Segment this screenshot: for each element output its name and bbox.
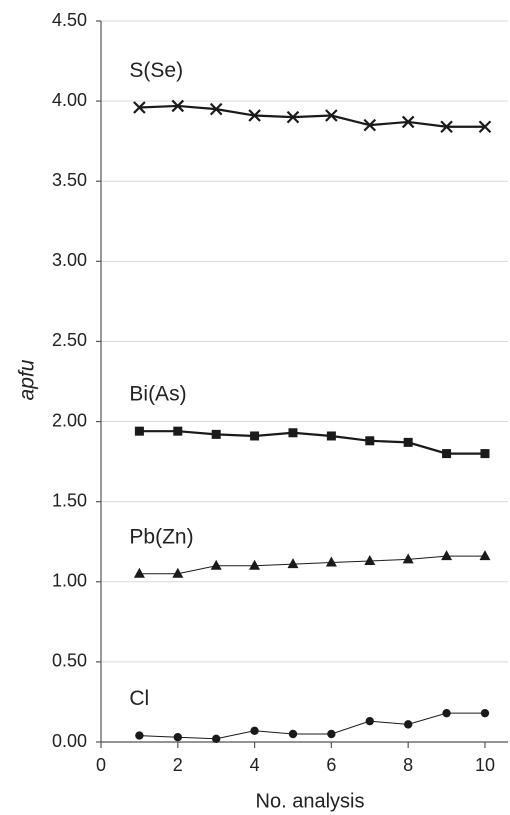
marker xyxy=(135,731,144,740)
x-axis-label: No. analysis xyxy=(256,790,365,812)
series-line xyxy=(139,712,485,740)
marker xyxy=(133,101,146,114)
series-label: Cl xyxy=(129,687,149,710)
marker xyxy=(173,732,182,742)
series-line xyxy=(139,555,485,575)
marker xyxy=(211,429,221,439)
y-tick-label: 0.00 xyxy=(52,731,87,751)
x-tick-label: 10 xyxy=(475,755,495,775)
marker xyxy=(173,426,183,436)
y-tick-label: 2.00 xyxy=(52,410,87,430)
marker xyxy=(287,558,299,569)
y-tick-label: 4.00 xyxy=(52,90,87,110)
series-label: S(Se) xyxy=(129,59,183,82)
marker xyxy=(171,99,185,113)
marker xyxy=(365,716,374,726)
x-tick-label: 8 xyxy=(403,755,413,775)
marker xyxy=(480,708,490,718)
series-label: Pb(Zn) xyxy=(129,525,193,548)
marker xyxy=(478,120,492,134)
x-tick-label: 2 xyxy=(173,755,183,775)
marker xyxy=(403,437,413,447)
marker xyxy=(364,554,376,565)
marker xyxy=(248,109,261,122)
series-line xyxy=(139,104,485,128)
marker xyxy=(210,559,222,570)
marker xyxy=(442,708,451,718)
marker xyxy=(440,120,453,134)
marker xyxy=(441,550,453,561)
y-tick-label: 3.50 xyxy=(52,170,87,190)
marker xyxy=(363,118,377,132)
marker xyxy=(286,110,300,124)
marker xyxy=(401,115,415,129)
y-tick-label: 2.50 xyxy=(52,330,87,350)
y-tick-label: 4.50 xyxy=(52,10,87,30)
x-tick-label: 0 xyxy=(96,755,106,775)
y-tick-label: 1.50 xyxy=(52,490,87,510)
marker xyxy=(134,426,144,436)
marker xyxy=(172,567,184,578)
marker xyxy=(442,449,452,459)
y-tick-label: 1.00 xyxy=(52,571,87,591)
y-tick-label: 0.50 xyxy=(52,651,87,671)
marker xyxy=(480,449,490,459)
marker xyxy=(209,102,223,116)
marker xyxy=(325,109,338,122)
y-axis-label: apfu xyxy=(16,359,39,400)
marker xyxy=(288,729,298,739)
y-tick-label: 3.00 xyxy=(52,250,87,270)
x-tick-label: 4 xyxy=(250,755,260,775)
x-tick-label: 6 xyxy=(326,755,336,775)
marker xyxy=(403,720,413,729)
marker xyxy=(250,431,260,441)
marker xyxy=(326,431,336,441)
marker xyxy=(250,726,259,735)
marker xyxy=(249,559,261,570)
marker xyxy=(133,567,145,578)
marker xyxy=(327,729,336,739)
marker xyxy=(288,428,298,438)
marker xyxy=(479,550,491,561)
series-line xyxy=(139,430,485,455)
marker xyxy=(325,556,337,567)
marker xyxy=(365,436,375,446)
marker xyxy=(402,553,414,564)
marker xyxy=(211,734,221,743)
series-label: Bi(As) xyxy=(129,383,186,406)
